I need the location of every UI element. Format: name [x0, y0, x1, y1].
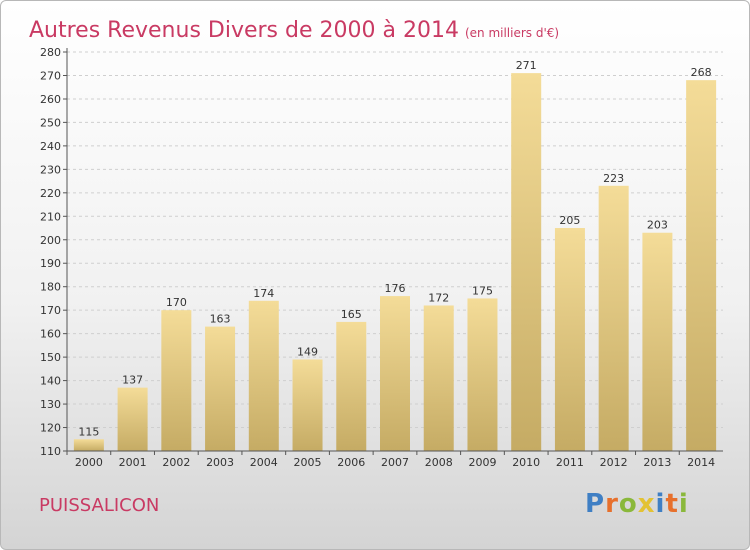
data-label-2010: 271 — [516, 59, 537, 72]
chart-title-main: Autres Revenus Divers de 2000 à 2014 — [29, 18, 459, 43]
data-label-2008: 172 — [428, 291, 449, 304]
chart-subtitle: (en milliers d'€) — [464, 26, 560, 40]
bar-2013 — [642, 232, 673, 451]
bar-2007 — [380, 296, 410, 451]
y-tick-label: 260 — [40, 93, 61, 106]
y-tick-label: 280 — [40, 46, 61, 59]
bar-2012 — [598, 185, 629, 451]
x-tick-label-2006: 2006 — [337, 456, 365, 469]
data-label-2006: 165 — [341, 308, 362, 321]
x-tick-label-2001: 2001 — [119, 456, 147, 469]
logo-letter: i — [655, 489, 666, 519]
data-label-2005: 149 — [297, 345, 318, 358]
data-label-2009: 175 — [472, 284, 493, 297]
x-tick-label-2011: 2011 — [556, 456, 584, 469]
data-label-2004: 174 — [253, 287, 274, 300]
x-tick-label-2004: 2004 — [250, 456, 278, 469]
data-label-2007: 176 — [385, 282, 406, 295]
x-tick-label-2009: 2009 — [468, 456, 496, 469]
bar-2004 — [248, 300, 279, 451]
place-name: PUISSALICON — [39, 495, 160, 516]
data-label-2013: 203 — [647, 219, 668, 232]
x-tick-label-2014: 2014 — [687, 456, 715, 469]
y-tick-label: 120 — [40, 422, 61, 435]
data-label-2003: 163 — [210, 313, 231, 326]
x-tick-label-2002: 2002 — [162, 456, 190, 469]
y-tick-label: 140 — [40, 375, 61, 388]
y-tick-label: 200 — [40, 234, 61, 247]
logo-letter: t — [665, 489, 679, 519]
data-label-2000: 115 — [78, 425, 99, 438]
bar-2006 — [336, 321, 367, 451]
bar-2008 — [423, 305, 454, 451]
y-tick-label: 250 — [40, 116, 61, 129]
y-tick-label: 220 — [40, 187, 61, 200]
y-tick-label: 270 — [40, 69, 61, 82]
logo-letter: o — [618, 489, 638, 519]
data-label-2001: 137 — [122, 374, 143, 387]
x-tick-label-2012: 2012 — [600, 456, 628, 469]
x-tick-label-2000: 2000 — [75, 456, 103, 469]
x-axis: 2000 2001 2002 2003 2004 2005 2006 2007 2008 2009… — [66, 450, 723, 469]
data-label-2014: 268 — [691, 66, 712, 79]
x-tick-label-2010: 2010 — [512, 456, 540, 469]
x-tick-label-2005: 2005 — [294, 456, 322, 469]
bar-2005 — [292, 359, 323, 451]
y-tick-label: 130 — [40, 398, 61, 411]
bar-2002 — [161, 310, 192, 451]
logo-letter: r — [605, 489, 619, 519]
data-label-2012: 223 — [603, 172, 624, 185]
logo-letter: i — [678, 489, 689, 519]
y-tick-label: 150 — [40, 351, 61, 364]
bar-2014 — [686, 80, 717, 451]
data-label-2002: 170 — [166, 296, 187, 309]
y-tick-label: 170 — [40, 304, 61, 317]
bar-chart: 110 120 130 140 150 160 170 180 190 200 210 220 230 2… — [40, 46, 723, 469]
x-tick-label-2013: 2013 — [643, 456, 671, 469]
y-tick-label: 110 — [40, 445, 61, 458]
y-axis: 110 120 130 140 150 160 170 180 190 200 210 220 230 2… — [40, 46, 68, 458]
bar-2003 — [205, 326, 236, 451]
y-tick-label: 230 — [40, 163, 61, 176]
y-tick-label: 210 — [40, 210, 61, 223]
bar-2011 — [554, 228, 585, 451]
x-tick-label-2007: 2007 — [381, 456, 409, 469]
y-tick-label: 160 — [40, 328, 61, 341]
logo-letter: x — [637, 489, 656, 519]
bar-2010 — [511, 73, 542, 451]
y-tick-label: 240 — [40, 140, 61, 153]
x-tick-label-2003: 2003 — [206, 456, 234, 469]
bar-2001 — [117, 387, 148, 451]
bar-2000 — [73, 439, 104, 451]
x-tick-label-2008: 2008 — [425, 456, 453, 469]
chart-title: Autres Revenus Divers de 2000 à 2014 (en … — [29, 7, 559, 45]
y-tick-label: 190 — [40, 257, 61, 270]
logo-letter: P — [585, 489, 606, 519]
bar-2009 — [467, 298, 498, 451]
data-label-2011: 205 — [559, 214, 580, 227]
bars: 115 137 170 163 174 149 165 176 172 175 271 205 223 2… — [73, 59, 717, 451]
proxiti-logo: Proxiti — [585, 489, 689, 519]
y-tick-label: 180 — [40, 281, 61, 294]
